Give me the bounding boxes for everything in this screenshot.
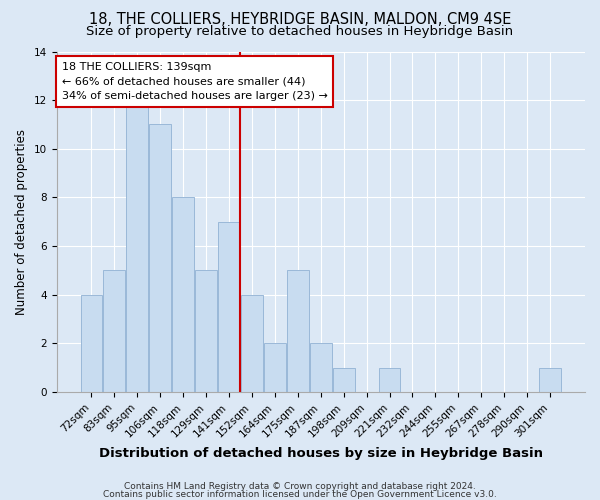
- Bar: [127, 100, 148, 392]
- Bar: [149, 124, 171, 392]
- Bar: [379, 368, 400, 392]
- Y-axis label: Number of detached properties: Number of detached properties: [15, 129, 28, 315]
- Bar: [333, 368, 355, 392]
- Bar: [103, 270, 125, 392]
- Text: 18, THE COLLIERS, HEYBRIDGE BASIN, MALDON, CM9 4SE: 18, THE COLLIERS, HEYBRIDGE BASIN, MALDO…: [89, 12, 511, 28]
- Bar: [80, 295, 103, 392]
- Bar: [310, 344, 332, 392]
- Text: Size of property relative to detached houses in Heybridge Basin: Size of property relative to detached ho…: [86, 25, 514, 38]
- Bar: [195, 270, 217, 392]
- Text: 18 THE COLLIERS: 139sqm
← 66% of detached houses are smaller (44)
34% of semi-de: 18 THE COLLIERS: 139sqm ← 66% of detache…: [62, 62, 328, 102]
- Bar: [218, 222, 240, 392]
- Bar: [539, 368, 561, 392]
- Bar: [172, 198, 194, 392]
- Bar: [241, 295, 263, 392]
- X-axis label: Distribution of detached houses by size in Heybridge Basin: Distribution of detached houses by size …: [99, 447, 543, 460]
- Text: Contains HM Land Registry data © Crown copyright and database right 2024.: Contains HM Land Registry data © Crown c…: [124, 482, 476, 491]
- Bar: [264, 344, 286, 392]
- Text: Contains public sector information licensed under the Open Government Licence v3: Contains public sector information licen…: [103, 490, 497, 499]
- Bar: [287, 270, 309, 392]
